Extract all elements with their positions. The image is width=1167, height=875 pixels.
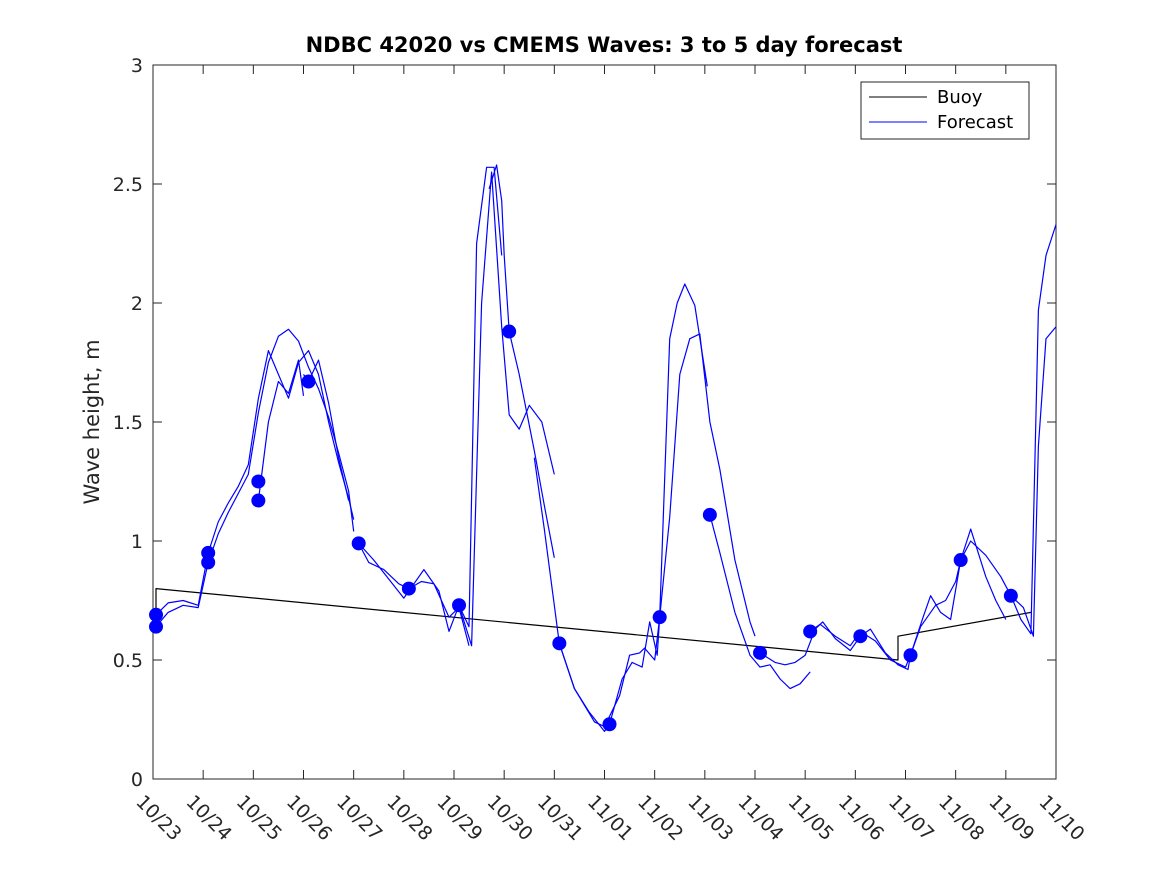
forecast-line: [659, 283, 708, 618]
legend-box: [860, 81, 1030, 140]
forecast-line: [508, 331, 555, 558]
y-tick-label: 1.5: [113, 412, 143, 434]
forecast-marker: [853, 629, 868, 644]
forecast-line: [458, 166, 503, 628]
y-tick-label: 3: [131, 55, 143, 77]
forecast-line: [659, 333, 756, 637]
forecast-line: [488, 164, 510, 332]
forecast-marker: [702, 507, 717, 522]
legend: Buoy Forecast: [860, 81, 1030, 140]
y-tick-label: 1: [131, 531, 143, 553]
forecast-marker: [251, 474, 266, 489]
legend-buoy-label: Buoy: [937, 87, 983, 108]
plot-area: [152, 64, 1057, 780]
forecast-line: [358, 543, 470, 646]
forecast-marker: [552, 636, 567, 651]
forecast-line: [1010, 326, 1057, 637]
y-tick-label: 0: [131, 769, 143, 791]
forecast-marker: [149, 607, 164, 622]
y-tick-label: 2: [131, 293, 143, 315]
forecast-line: [458, 171, 555, 647]
forecast-line: [709, 514, 811, 690]
forecast-marker: [301, 374, 316, 389]
forecast-marker: [803, 624, 818, 639]
forecast-marker: [351, 536, 366, 551]
forecast-marker: [1003, 588, 1018, 603]
forecast-marker: [149, 619, 164, 634]
forecast-line: [257, 359, 305, 501]
y-tick-label: 0.5: [113, 650, 143, 672]
forecast-marker: [401, 581, 416, 596]
axis-ticks: [152, 64, 1057, 780]
y-axis-title: Wave height, m: [80, 339, 104, 504]
forecast-line: [608, 617, 661, 725]
forecast-marker: [502, 324, 517, 339]
forecast-marker: [602, 717, 617, 732]
forecast-marker: [452, 598, 467, 613]
forecast-line: [860, 628, 912, 671]
forecast-marker: [753, 645, 768, 660]
forecast-line: [759, 621, 861, 666]
forecast-marker: [652, 610, 667, 625]
forecast-line: [909, 540, 1012, 656]
chart-title: NDBC 42020 vs CMEMS Waves: 3 to 5 day fo…: [306, 33, 903, 57]
forecast-line: [155, 350, 355, 616]
forecast-line: [909, 528, 1007, 656]
forecast-marker: [903, 648, 918, 663]
forecast-marker: [201, 545, 216, 560]
plot-contents: [149, 164, 1057, 733]
forecast-marker: [953, 553, 968, 568]
y-tick-label: 2.5: [113, 174, 143, 196]
legend-forecast-label: Forecast: [937, 112, 1013, 133]
buoy-line: [155, 587, 1032, 661]
forecast-line: [1010, 224, 1057, 635]
forecast-marker: [251, 493, 266, 508]
